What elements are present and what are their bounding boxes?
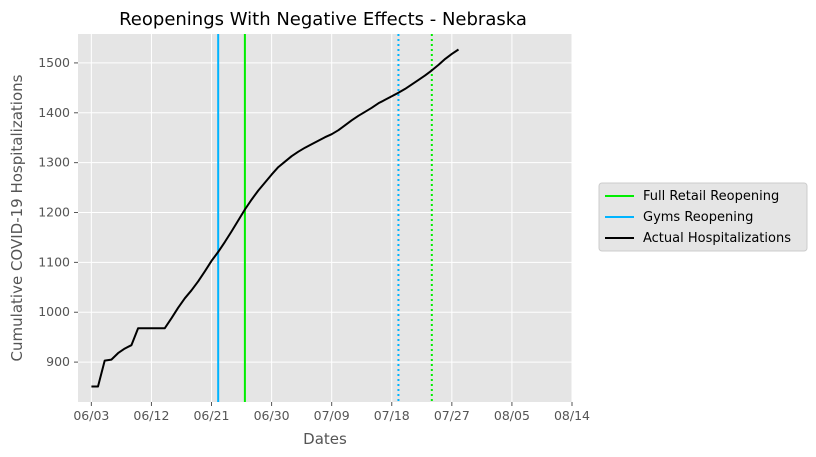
series-line-actual-hospitalizations (91, 48, 460, 388)
reopening-lines (217, 34, 433, 402)
x-tick-label: 07/09 (314, 408, 350, 423)
series-group (91, 48, 460, 388)
x-axis-label: Dates (303, 430, 347, 448)
x-tick-label: 06/30 (254, 408, 290, 423)
x-tick-label: 08/14 (554, 408, 590, 423)
x-tick-label: 06/21 (193, 408, 229, 423)
x-tick-label: 06/12 (133, 408, 169, 423)
legend-label-actual: Actual Hospitalizations (643, 231, 791, 246)
x-axis-ticks: 06/03 06/12 06/21 06/30 07/09 07/18 07/27 08/05… (73, 402, 590, 423)
chart-title: Reopenings With Negative Effects - Nebra… (119, 9, 527, 30)
legend-label-full-retail: Full Retail Reopening (643, 189, 779, 204)
y-tick-label: 1200 (38, 205, 70, 220)
y-tick-label: 1000 (38, 304, 70, 319)
x-tick-label: 07/18 (374, 408, 410, 423)
y-tick-label: 1300 (38, 155, 70, 170)
y-tick-label: 900 (46, 354, 70, 369)
y-axis-ticks: 900 1000 1100 1200 1300 1400 1500 (38, 55, 78, 369)
legend-box (598, 182, 808, 252)
y-tick-label: 1500 (38, 55, 70, 70)
x-tick-label: 06/03 (73, 408, 109, 423)
x-tick-label: 08/05 (494, 408, 530, 423)
y-axis-label: Cumulative COVID-19 Hospitalizations (8, 74, 26, 361)
y-tick-label: 1400 (38, 105, 70, 120)
x-tick-label: 07/27 (434, 408, 470, 423)
plot-area (78, 34, 572, 402)
y-tick-label: 1100 (38, 254, 70, 269)
legend: Full Retail Reopening Gyms Reopening Act… (598, 182, 808, 252)
legend-label-gyms: Gyms Reopening (643, 210, 753, 225)
